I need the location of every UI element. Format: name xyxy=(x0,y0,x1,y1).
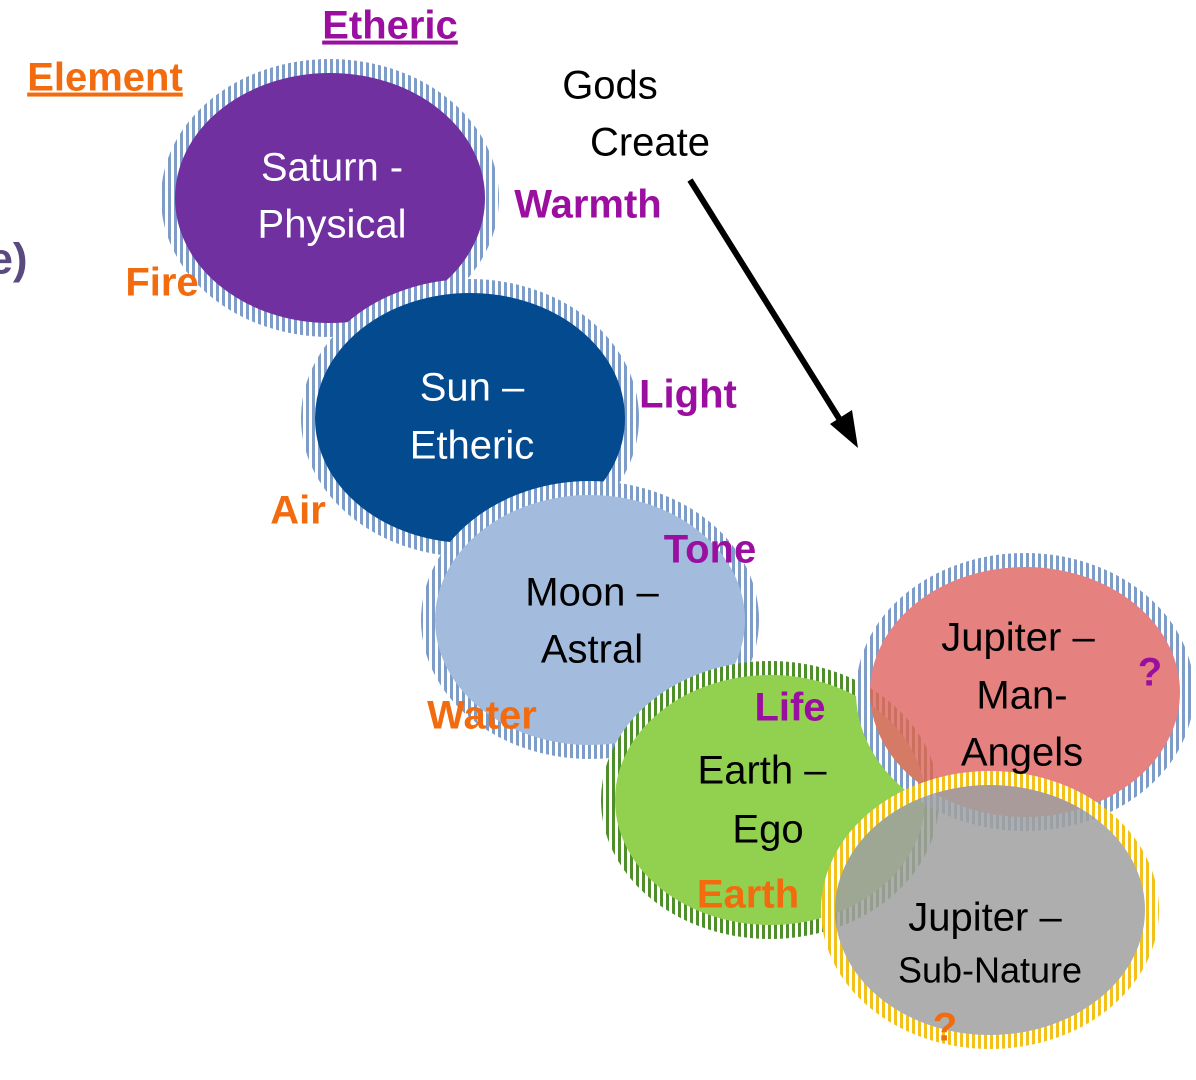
planet-label: Sub-Nature xyxy=(898,950,1082,991)
ether-label: Life xyxy=(754,686,825,730)
planet-label: Saturn - xyxy=(261,146,403,190)
gods-text: Gods xyxy=(562,64,658,108)
partial-text: e) xyxy=(0,235,28,284)
planet-label: Moon – xyxy=(525,571,659,615)
ether-label: ? xyxy=(1138,651,1162,695)
planet-label: Ego xyxy=(732,808,803,852)
jupiter-nature-ellipse xyxy=(821,771,1159,1049)
element-label: Water xyxy=(427,694,537,738)
element-header: Element xyxy=(27,56,183,100)
arrow-line xyxy=(687,178,848,430)
planet-label: Man- xyxy=(976,674,1067,718)
element-label: Earth xyxy=(697,873,799,917)
ether-label: Warmth xyxy=(514,183,661,227)
planet-label: Astral xyxy=(541,628,643,672)
ether-label: Light xyxy=(639,373,737,417)
planet-label: Earth – xyxy=(698,749,828,793)
planet-label: Physical xyxy=(258,203,407,247)
element-label: ? xyxy=(933,1006,957,1050)
planet-label: Jupiter – xyxy=(908,896,1062,940)
moon-ellipse xyxy=(421,481,759,759)
planet-label: Etheric xyxy=(410,424,535,468)
planet-label: Angels xyxy=(961,731,1083,775)
arrow-head xyxy=(830,410,858,448)
ether-label: Tone xyxy=(664,528,757,572)
planet-label: Jupiter – xyxy=(941,616,1095,660)
etheric-header: Etheric xyxy=(322,4,458,48)
planet-label: Sun – xyxy=(420,366,525,410)
element-label: Air xyxy=(270,489,326,533)
saturn-ellipse xyxy=(161,59,499,337)
element-label: Fire xyxy=(125,261,198,305)
create-text: Create xyxy=(590,121,710,165)
